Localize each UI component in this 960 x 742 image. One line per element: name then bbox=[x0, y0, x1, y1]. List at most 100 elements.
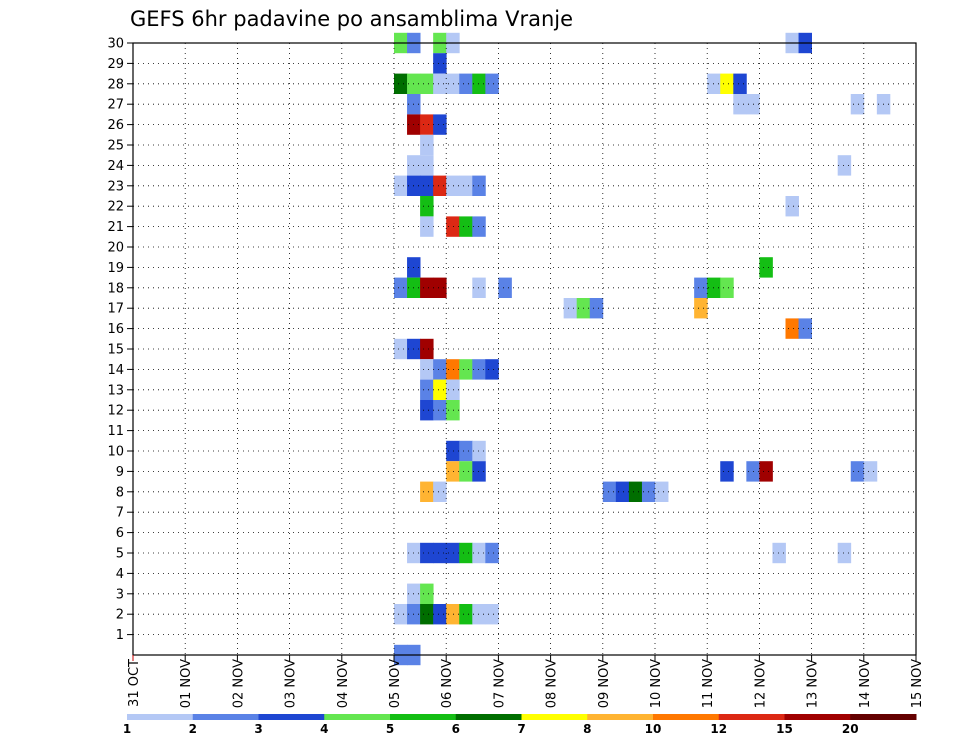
precip-cell bbox=[472, 461, 486, 482]
x-tick-label: 07 NOV bbox=[492, 659, 507, 708]
colorbar-swatch bbox=[718, 714, 785, 720]
precip-cell bbox=[394, 73, 408, 94]
precip-cell bbox=[459, 175, 473, 196]
precip-cell bbox=[837, 155, 852, 176]
precip-cell bbox=[720, 461, 734, 482]
colorbar-label: 8 bbox=[583, 722, 591, 736]
y-tick-label: 21 bbox=[107, 220, 124, 235]
colorbar-swatch bbox=[127, 714, 194, 720]
precip-cell bbox=[433, 277, 447, 298]
colorbar: 1 2 3 4 5 6 7 8 10 12 15 20 bbox=[123, 714, 917, 736]
precip-cell bbox=[446, 379, 460, 400]
colorbar-swatch bbox=[192, 714, 259, 720]
precip-cell bbox=[850, 461, 865, 482]
precip-cell bbox=[459, 461, 473, 482]
precip-cell bbox=[628, 481, 643, 502]
precip-cell bbox=[446, 542, 460, 564]
precip-cell bbox=[459, 359, 473, 380]
precip-cell bbox=[694, 277, 708, 298]
precip-cell bbox=[485, 359, 499, 380]
precip-cell bbox=[850, 94, 865, 115]
precip-cell bbox=[785, 196, 799, 217]
y-tick-label: 11 bbox=[107, 424, 124, 439]
x-tick-label: 31 OCT bbox=[127, 659, 142, 707]
precip-cell bbox=[485, 73, 499, 94]
precip-cell bbox=[433, 175, 447, 196]
colorbar-swatch bbox=[850, 714, 917, 720]
colorbar-swatch bbox=[784, 714, 851, 720]
y-tick-label: 26 bbox=[107, 118, 124, 133]
cells-layer bbox=[394, 32, 891, 666]
precip-cell bbox=[785, 318, 799, 339]
precip-cell bbox=[720, 73, 734, 94]
y-tick-label: 9 bbox=[116, 465, 124, 480]
x-tick-label: 12 NOV bbox=[753, 659, 768, 708]
precip-cell bbox=[433, 53, 447, 74]
precip-cell bbox=[420, 379, 434, 400]
precip-cell bbox=[394, 277, 408, 298]
x-tick-label: 14 NOV bbox=[858, 659, 873, 708]
precip-cell bbox=[446, 73, 460, 94]
precip-cell bbox=[772, 542, 786, 564]
colorbar-label: 1 bbox=[123, 722, 131, 736]
precip-cell bbox=[472, 277, 486, 298]
y-tick-label: 25 bbox=[107, 139, 124, 154]
x-tick-label: 02 NOV bbox=[231, 659, 246, 708]
colorbar-swatch bbox=[653, 714, 720, 720]
x-tick-label: 15 NOV bbox=[910, 659, 925, 708]
y-tick-label: 30 bbox=[107, 37, 124, 52]
precip-cell bbox=[433, 114, 447, 135]
y-tick-label: 20 bbox=[107, 241, 124, 256]
precip-cell bbox=[485, 604, 499, 625]
y-tick-label: 6 bbox=[116, 526, 124, 541]
colorbar-label: 15 bbox=[776, 722, 793, 736]
colorbar-swatch bbox=[521, 714, 588, 720]
precip-cell bbox=[433, 604, 447, 625]
precip-cell bbox=[446, 216, 460, 237]
y-tick-label: 12 bbox=[107, 404, 124, 419]
colorbar-swatch bbox=[258, 714, 325, 720]
precip-cell bbox=[472, 542, 486, 564]
colorbar-swatch bbox=[324, 714, 391, 720]
precip-cell bbox=[420, 583, 434, 604]
x-tick-label: 03 NOV bbox=[284, 659, 299, 708]
colorbar-label: 4 bbox=[320, 722, 328, 736]
y-tick-label: 17 bbox=[107, 302, 124, 317]
precip-cell bbox=[446, 440, 460, 462]
precip-cell bbox=[433, 481, 447, 502]
y-tick-label: 3 bbox=[116, 587, 124, 602]
x-tick-label: 11 NOV bbox=[701, 659, 716, 708]
colorbar-label: 5 bbox=[386, 722, 394, 736]
precip-cell bbox=[863, 461, 878, 482]
y-tick-label: 19 bbox=[107, 261, 124, 276]
precip-cell bbox=[498, 277, 512, 298]
precip-cell bbox=[472, 604, 486, 625]
x-tick-label: 05 NOV bbox=[388, 659, 403, 708]
precip-cell bbox=[446, 359, 460, 380]
precip-cell bbox=[394, 338, 408, 360]
y-tick-label: 13 bbox=[107, 383, 124, 398]
precip-cell bbox=[420, 114, 434, 135]
y-tick-label: 10 bbox=[107, 445, 124, 460]
precip-cell bbox=[602, 481, 617, 502]
x-tick-label: 13 NOV bbox=[806, 659, 821, 708]
precip-cell bbox=[589, 298, 604, 319]
colorbar-swatch bbox=[455, 714, 522, 720]
precip-cell bbox=[472, 175, 486, 196]
grid-layer bbox=[133, 42, 916, 655]
precip-cell bbox=[433, 359, 447, 380]
y-tick-label: 27 bbox=[107, 98, 124, 113]
x-axis: 31 OCT 01 NOV 02 NOV 03 NOV 04 NOV 05 NOV 06 N… bbox=[127, 655, 925, 708]
precip-cell bbox=[563, 298, 578, 319]
precip-cell bbox=[420, 277, 434, 298]
x-tick-label: 06 NOV bbox=[440, 659, 455, 708]
precip-cell bbox=[420, 216, 434, 237]
precip-cell bbox=[759, 257, 773, 278]
precip-cell bbox=[420, 134, 434, 156]
precip-cell bbox=[694, 298, 708, 319]
precip-cell bbox=[420, 542, 434, 564]
precip-cell bbox=[459, 216, 473, 237]
y-tick-label: 1 bbox=[116, 628, 124, 643]
x-tick-label: 01 NOV bbox=[179, 659, 194, 708]
precip-cell bbox=[472, 216, 486, 237]
